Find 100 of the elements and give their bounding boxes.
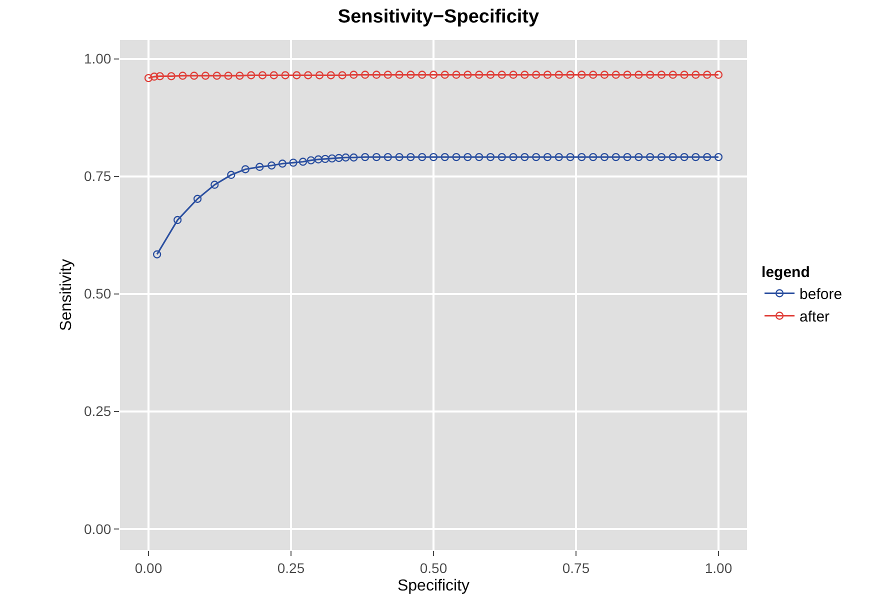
- point: [210, 180, 219, 189]
- point: [612, 152, 620, 162]
- point: [452, 70, 460, 79]
- point: [429, 152, 438, 162]
- point: [486, 70, 495, 79]
- point: [173, 216, 182, 224]
- point: [372, 70, 381, 79]
- point: [578, 70, 586, 79]
- point: [475, 70, 484, 79]
- point: [314, 155, 322, 164]
- point: [304, 71, 312, 80]
- point: [554, 152, 563, 162]
- point: [258, 71, 267, 80]
- point: [193, 194, 202, 203]
- point: [634, 70, 643, 79]
- point: [178, 72, 187, 80]
- point: [350, 70, 358, 79]
- point: [384, 70, 392, 79]
- point: [566, 152, 574, 162]
- point: [464, 152, 472, 162]
- point: [292, 71, 301, 80]
- point: [520, 70, 529, 79]
- point: [509, 70, 518, 79]
- y-tick-label: 0.75: [84, 168, 112, 184]
- point: [384, 152, 392, 162]
- point: [270, 71, 278, 80]
- point: [498, 70, 506, 79]
- point: [509, 152, 518, 162]
- point: [498, 152, 506, 162]
- y-tick-label: 0.25: [84, 403, 112, 420]
- point: [452, 152, 460, 162]
- point: [167, 72, 176, 80]
- point: [600, 152, 609, 162]
- y-tick-label: 0.00: [84, 520, 112, 537]
- point: [334, 154, 343, 162]
- point: [680, 152, 688, 162]
- point: [212, 72, 221, 80]
- point: [361, 152, 370, 162]
- point: [623, 152, 632, 162]
- point: [543, 152, 552, 162]
- point: [306, 156, 316, 164]
- x-tick-label: 0.00: [134, 560, 162, 576]
- point: [692, 152, 700, 162]
- point: [268, 161, 276, 170]
- point: [464, 70, 472, 79]
- point: [315, 71, 324, 80]
- point: [350, 153, 358, 162]
- point: [668, 152, 677, 162]
- legend-label: before: [800, 286, 842, 304]
- point: [692, 70, 700, 79]
- point: [475, 152, 484, 162]
- point: [289, 158, 298, 167]
- point: [646, 70, 654, 79]
- point: [227, 170, 236, 179]
- point: [703, 70, 712, 79]
- point: [418, 70, 426, 79]
- point: [646, 152, 654, 162]
- point: [634, 152, 643, 162]
- point: [236, 72, 244, 80]
- point: [406, 152, 415, 162]
- point: [532, 152, 540, 162]
- point: [241, 165, 250, 174]
- point: [144, 74, 153, 82]
- point: [714, 70, 723, 79]
- point: [321, 154, 330, 164]
- point: [578, 152, 586, 162]
- point: [440, 70, 449, 79]
- point: [298, 158, 308, 166]
- point: [440, 152, 449, 162]
- point: [657, 70, 666, 79]
- point: [328, 154, 336, 163]
- x-tick-label: 1.00: [704, 560, 732, 576]
- point: [156, 72, 164, 80]
- point: [680, 70, 688, 79]
- point: [714, 152, 723, 162]
- point: [395, 70, 404, 79]
- point: [326, 71, 335, 80]
- point: [543, 70, 552, 79]
- point: [657, 152, 666, 162]
- point: [201, 72, 210, 80]
- point: [668, 70, 677, 79]
- point: [589, 70, 598, 79]
- point: [395, 152, 404, 162]
- point: [612, 70, 620, 79]
- point: [278, 160, 287, 168]
- point: [150, 72, 158, 81]
- point: [361, 70, 370, 79]
- point: [224, 72, 232, 80]
- point: [418, 152, 426, 162]
- x-axis-title: Specificity: [397, 578, 470, 594]
- point: [532, 70, 540, 79]
- y-axis-title: Sensitivity: [58, 258, 75, 332]
- legend-title: legend: [762, 264, 810, 281]
- point: [247, 71, 256, 80]
- point: [429, 70, 438, 79]
- point: [342, 153, 350, 162]
- point: [623, 70, 632, 79]
- x-tick-label: 0.50: [420, 560, 448, 576]
- point: [600, 70, 609, 79]
- point: [486, 152, 495, 162]
